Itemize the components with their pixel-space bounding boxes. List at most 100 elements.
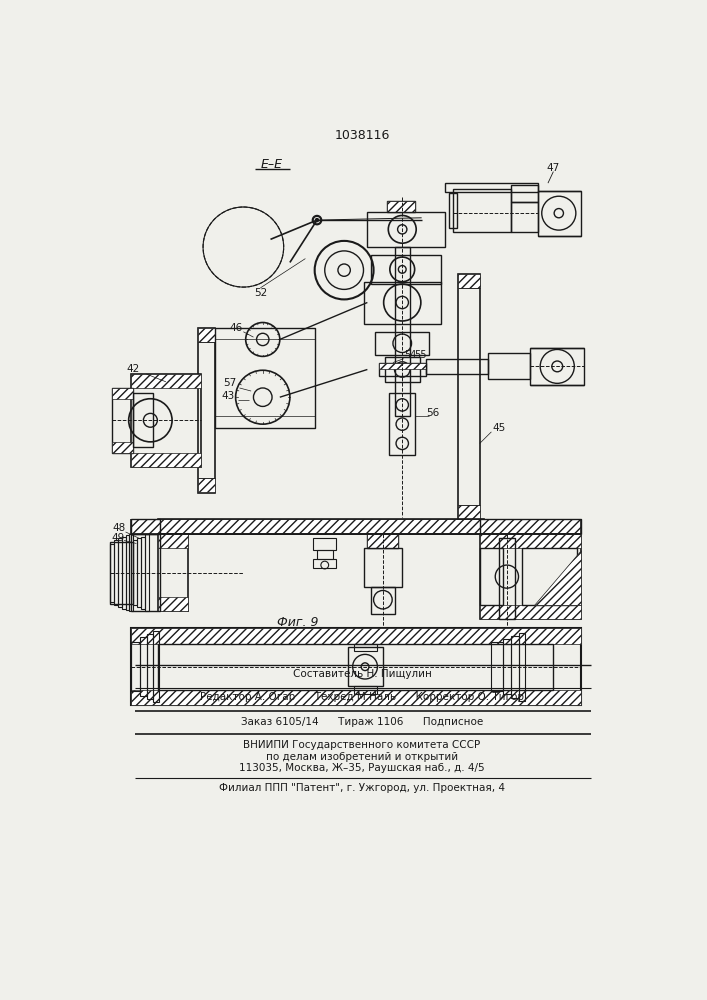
Bar bbox=[538, 191, 580, 235]
Text: Редактор А. Огар      Техред М.Наль      Корректор О. Тигор: Редактор А. Огар Техред М.Наль Корректор… bbox=[200, 692, 524, 702]
Bar bbox=[118, 538, 122, 607]
Bar bbox=[122, 537, 126, 609]
Text: 56: 56 bbox=[426, 408, 440, 418]
Bar bbox=[158, 644, 554, 690]
Bar bbox=[379, 363, 426, 376]
Bar bbox=[522, 548, 577, 605]
Bar bbox=[371, 255, 441, 284]
Text: 47: 47 bbox=[547, 163, 560, 173]
Bar bbox=[387, 201, 416, 212]
Text: 55: 55 bbox=[414, 350, 426, 360]
Bar bbox=[368, 212, 445, 247]
Bar bbox=[131, 374, 201, 466]
Bar bbox=[112, 388, 134, 399]
Bar bbox=[131, 519, 160, 534]
Text: 1038116: 1038116 bbox=[334, 129, 390, 142]
Bar bbox=[445, 183, 538, 192]
Bar bbox=[131, 628, 580, 705]
Bar bbox=[480, 534, 580, 619]
Bar bbox=[313, 538, 337, 550]
Bar bbox=[131, 690, 580, 705]
Bar bbox=[215, 328, 315, 428]
Bar bbox=[387, 201, 416, 212]
Bar bbox=[363, 548, 402, 587]
Bar bbox=[458, 274, 480, 288]
Circle shape bbox=[315, 219, 319, 222]
Bar bbox=[317, 550, 332, 559]
Bar bbox=[114, 540, 118, 605]
Text: Филиал ППП "Патент", г. Ужгород, ул. Проектная, 4: Филиал ППП "Патент", г. Ужгород, ул. Про… bbox=[219, 783, 505, 793]
Bar bbox=[354, 644, 377, 651]
Bar bbox=[158, 597, 187, 611]
Bar bbox=[129, 534, 134, 611]
Bar bbox=[480, 534, 580, 548]
Text: 113035, Москва, Ж–35, Раушская наб., д. 4/5: 113035, Москва, Ж–35, Раушская наб., д. … bbox=[239, 763, 485, 773]
Bar bbox=[141, 537, 145, 609]
Bar bbox=[426, 359, 488, 374]
Bar bbox=[518, 633, 525, 701]
Bar bbox=[112, 442, 134, 453]
Bar bbox=[363, 282, 441, 324]
Bar bbox=[134, 540, 137, 605]
Bar bbox=[158, 534, 187, 548]
Bar bbox=[131, 642, 140, 691]
Bar bbox=[110, 542, 134, 604]
Text: 52: 52 bbox=[254, 288, 267, 298]
Bar bbox=[131, 374, 201, 388]
Bar bbox=[199, 328, 216, 342]
Bar bbox=[158, 534, 187, 611]
Text: 45: 45 bbox=[493, 423, 506, 433]
Bar bbox=[379, 363, 426, 369]
Bar bbox=[354, 686, 377, 694]
Bar bbox=[215, 328, 315, 339]
Bar bbox=[313, 559, 337, 568]
Bar bbox=[134, 393, 153, 447]
Bar bbox=[348, 647, 383, 686]
Bar bbox=[375, 332, 429, 355]
Bar bbox=[491, 642, 503, 691]
Bar bbox=[371, 587, 395, 614]
Bar bbox=[480, 519, 580, 534]
Bar bbox=[452, 189, 510, 232]
Text: Составитель Н. Пищулин: Составитель Н. Пищулин bbox=[293, 669, 431, 679]
Bar bbox=[480, 548, 503, 605]
Bar bbox=[503, 639, 510, 694]
Bar bbox=[110, 544, 114, 602]
Bar bbox=[145, 534, 149, 611]
Bar bbox=[158, 519, 484, 534]
Bar bbox=[131, 628, 580, 644]
Bar bbox=[530, 348, 585, 385]
Bar bbox=[126, 535, 129, 610]
Bar bbox=[215, 416, 315, 428]
Bar bbox=[131, 453, 201, 466]
Text: 54: 54 bbox=[404, 350, 416, 360]
Bar bbox=[131, 519, 160, 534]
Polygon shape bbox=[534, 550, 580, 605]
Bar bbox=[199, 478, 216, 492]
Bar bbox=[480, 605, 580, 619]
Bar bbox=[137, 538, 141, 607]
Text: 46: 46 bbox=[229, 323, 243, 333]
Bar bbox=[153, 631, 159, 702]
Bar bbox=[158, 519, 484, 534]
Bar bbox=[510, 636, 518, 698]
Bar bbox=[131, 534, 160, 611]
Text: ВНИИПИ Государственного комитета СССР: ВНИИПИ Государственного комитета СССР bbox=[243, 740, 481, 750]
Bar bbox=[488, 353, 530, 379]
Bar bbox=[385, 357, 420, 382]
Bar bbox=[368, 534, 398, 548]
Bar bbox=[458, 274, 480, 520]
Text: Заказ 6105/14      Тираж 1106      Подписное: Заказ 6105/14 Тираж 1106 Подписное bbox=[241, 717, 483, 727]
Bar bbox=[389, 393, 416, 455]
Bar bbox=[112, 388, 134, 453]
Bar bbox=[458, 505, 480, 519]
Text: E–E: E–E bbox=[261, 158, 283, 171]
Bar bbox=[449, 193, 457, 228]
Text: Фиг. 9: Фиг. 9 bbox=[277, 616, 318, 629]
Bar bbox=[146, 634, 153, 699]
Bar bbox=[480, 519, 580, 534]
Bar bbox=[395, 247, 410, 416]
Bar bbox=[199, 328, 216, 493]
Bar bbox=[499, 538, 515, 619]
Bar bbox=[368, 534, 398, 548]
